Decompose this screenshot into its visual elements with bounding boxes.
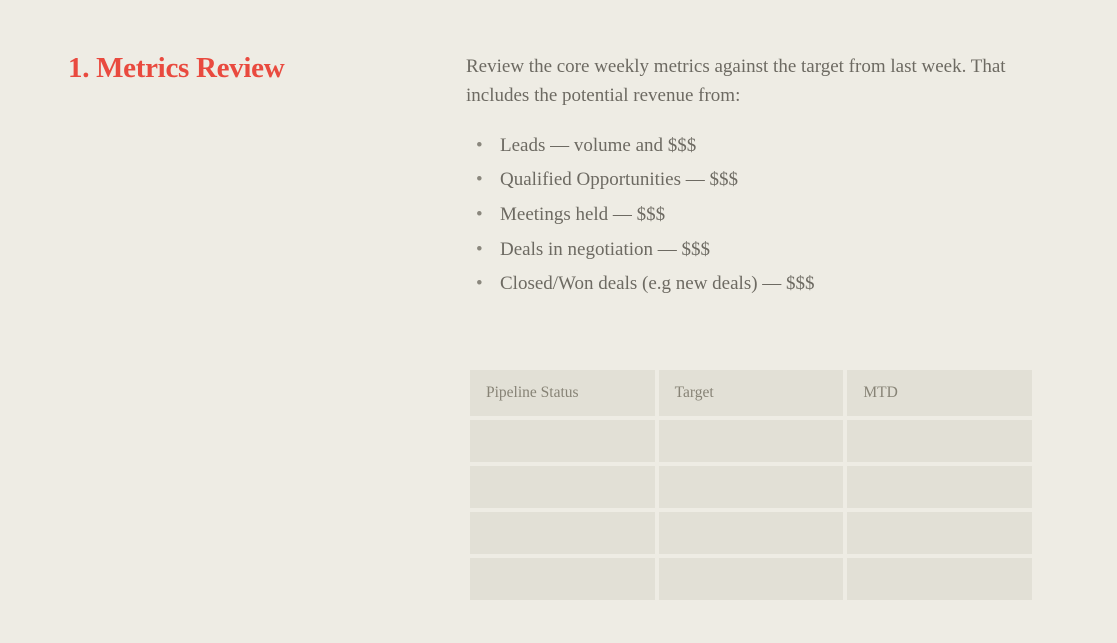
table-cell bbox=[659, 558, 844, 600]
table-header-row: Pipeline Status Target MTD bbox=[470, 370, 1032, 416]
table-cell bbox=[470, 466, 655, 508]
intro-paragraph: Review the core weekly metrics against t… bbox=[466, 52, 1026, 111]
table-cell bbox=[470, 420, 655, 462]
table-row bbox=[470, 420, 1032, 462]
list-item: Leads — volume and $$$ bbox=[472, 129, 1037, 164]
section-heading: 1. Metrics Review bbox=[68, 52, 466, 85]
table-row bbox=[470, 466, 1032, 508]
table-cell bbox=[659, 512, 844, 554]
table-cell bbox=[470, 512, 655, 554]
list-item: Deals in negotiation — $$$ bbox=[472, 233, 1037, 268]
list-item: Meetings held — $$$ bbox=[472, 198, 1037, 233]
table-cell bbox=[847, 558, 1032, 600]
table-header-cell: Target bbox=[659, 370, 844, 416]
section-title: Metrics Review bbox=[96, 52, 284, 84]
table-cell bbox=[847, 512, 1032, 554]
table-cell bbox=[659, 466, 844, 508]
table-cell bbox=[659, 420, 844, 462]
table-cell bbox=[470, 558, 655, 600]
table-cell bbox=[847, 420, 1032, 462]
list-item: Qualified Opportunities — $$$ bbox=[472, 163, 1037, 198]
table-row bbox=[470, 558, 1032, 600]
table-cell bbox=[847, 466, 1032, 508]
section-number: 1. bbox=[68, 52, 89, 84]
table-header-cell: Pipeline Status bbox=[470, 370, 655, 416]
table-header-cell: MTD bbox=[847, 370, 1032, 416]
list-item: Closed/Won deals (e.g new deals) — $$$ bbox=[472, 267, 1037, 302]
metrics-table: Pipeline Status Target MTD bbox=[466, 366, 1036, 604]
bullet-list: Leads — volume and $$$ Qualified Opportu… bbox=[466, 129, 1037, 302]
table-row bbox=[470, 512, 1032, 554]
